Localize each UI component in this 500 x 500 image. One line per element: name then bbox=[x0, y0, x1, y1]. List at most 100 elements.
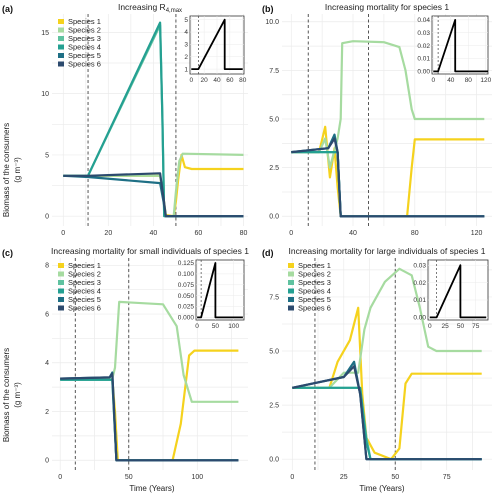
y-tick-label: 0 bbox=[45, 214, 49, 221]
inset-x-tick-label: 80 bbox=[465, 77, 473, 84]
y-tick-label: 7.5 bbox=[269, 68, 279, 75]
x-axis-label-right: Time (Years) bbox=[359, 484, 405, 493]
inset-y-tick-label: 0.03 bbox=[417, 30, 430, 37]
legend-label: Species 6 bbox=[68, 304, 101, 313]
inset-y-tick-label: 0.01 bbox=[413, 297, 426, 304]
inset-x-tick-label: 75 bbox=[472, 323, 480, 330]
legend-label: Species 3 bbox=[298, 278, 331, 287]
y-axis-label-bottom: (g m⁻³) bbox=[13, 157, 22, 183]
y-tick-label: 2.5 bbox=[269, 165, 279, 172]
panel-title-main: Increasing mortality for species 1 bbox=[325, 2, 450, 12]
inset-line bbox=[197, 262, 243, 319]
series-line-2 bbox=[292, 267, 482, 389]
panel-4: 0.0 2.5 5.0 7.5 0 25 50 75 Increasing mortality … bbox=[262, 246, 492, 481]
inset-y-tick-label: 4 bbox=[184, 29, 188, 36]
panel-title: Increasing R4,max bbox=[118, 2, 182, 14]
inset-frame bbox=[195, 259, 245, 321]
series-line-3 bbox=[291, 151, 485, 218]
inset-y-tick-label: 0.100 bbox=[178, 271, 195, 278]
inset-line bbox=[429, 264, 487, 319]
x-tick-label: 60 bbox=[195, 230, 203, 237]
y-tick-label: 4 bbox=[45, 360, 49, 367]
series-line-5 bbox=[60, 371, 239, 462]
legend-label: Species 2 bbox=[298, 270, 331, 279]
inset-x-tick-label: 0 bbox=[432, 77, 436, 84]
inset-line bbox=[433, 19, 488, 73]
x-tick-label: 0 bbox=[58, 474, 62, 481]
y-tick-label: 5.0 bbox=[269, 116, 279, 123]
inset-y-tick-label: 0.04 bbox=[417, 17, 430, 24]
panel-title: Increasing mortality for species 1 bbox=[325, 2, 450, 12]
inset-y-tick-label: 2 bbox=[184, 54, 188, 61]
x-tick-label: 25 bbox=[340, 474, 348, 481]
y-tick-label: 7.5 bbox=[269, 294, 279, 301]
y-tick-label: 5 bbox=[45, 152, 49, 159]
inset-x-tick-label: 40 bbox=[213, 77, 221, 84]
inset-x-tick-label: 50 bbox=[212, 323, 220, 330]
inset-x-tick-label: 120 bbox=[480, 77, 491, 84]
inset-x-tick-label: 0 bbox=[195, 323, 199, 330]
series-line-1 bbox=[60, 349, 239, 462]
legend-label: Species 1 bbox=[68, 261, 101, 270]
x-tick-label: 100 bbox=[191, 474, 203, 481]
x-tick-label: 40 bbox=[349, 230, 357, 237]
y-axis-label-top: Biomass of the consumers bbox=[2, 123, 11, 217]
y-tick-label: 10 bbox=[41, 91, 49, 98]
x-tick-label: 50 bbox=[391, 474, 399, 481]
legend-label: Species 5 bbox=[68, 295, 101, 304]
series-line-1 bbox=[291, 125, 485, 218]
inset-line bbox=[191, 18, 243, 70]
panel-letter: (a) bbox=[2, 4, 13, 14]
inset-x-tick-label: 0 bbox=[189, 77, 193, 84]
x-axis-label-left: Time (Years) bbox=[129, 484, 175, 493]
y-tick-label: 2 bbox=[45, 409, 49, 416]
inset-y-tick-label: 0.01 bbox=[417, 56, 430, 63]
inset-y-tick-label: 0.125 bbox=[178, 260, 195, 267]
series-line-4 bbox=[60, 378, 239, 462]
x-tick-label: 80 bbox=[411, 230, 419, 237]
inset-y-tick-label: 0.050 bbox=[178, 293, 195, 300]
series-line-6 bbox=[291, 137, 485, 218]
panel-title: Increasing mortality for large individua… bbox=[288, 246, 485, 256]
series-line-3 bbox=[60, 378, 239, 462]
x-tick-label: 0 bbox=[61, 230, 65, 237]
legend-label: Species 6 bbox=[298, 304, 331, 313]
panel-3: 0 2 4 6 8 0 50 100 Increasing mortality for smal… bbox=[2, 246, 249, 481]
inset-x-tick-label: 50 bbox=[457, 323, 465, 330]
inset-plot: 1 2 3 4 5 0 20 40 60 80 bbox=[184, 15, 247, 84]
inset-y-tick-label: 0.00 bbox=[417, 69, 430, 76]
y-axis-label-top-lower: Biomass of the consumers bbox=[2, 348, 11, 442]
x-tick-label: 80 bbox=[240, 230, 248, 237]
inset-y-tick-label: 0.02 bbox=[413, 280, 426, 287]
inset-x-tick-label: 40 bbox=[447, 77, 455, 84]
legend-label: Species 1 bbox=[298, 261, 331, 270]
inset-x-tick-label: 25 bbox=[442, 323, 450, 330]
inset-y-tick-label: 0.075 bbox=[178, 282, 195, 289]
x-tick-label: 0 bbox=[290, 474, 294, 481]
panel-letter: (d) bbox=[262, 248, 274, 258]
legend-label: Species 4 bbox=[68, 287, 101, 296]
x-tick-label: 75 bbox=[443, 474, 451, 481]
inset-y-tick-label: 0.025 bbox=[178, 304, 195, 311]
inset-x-tick-label: 60 bbox=[226, 77, 234, 84]
legend-label: Species 5 bbox=[298, 295, 331, 304]
inset-plot: 0.00 0.01 0.02 0.03 0.04 0 40 80 120 bbox=[417, 15, 492, 84]
series-line-6 bbox=[292, 365, 482, 461]
legend-label: Species 2 bbox=[68, 270, 101, 279]
y-tick-label: 5.0 bbox=[269, 348, 279, 355]
series-line-2 bbox=[291, 40, 485, 169]
legend-label: Species 4 bbox=[298, 287, 331, 296]
panel-title-subscript: 4,max bbox=[166, 8, 182, 14]
x-tick-label: 120 bbox=[471, 230, 483, 237]
inset-y-tick-label: 3 bbox=[184, 42, 188, 49]
inset-x-tick-label: 20 bbox=[201, 77, 209, 84]
y-tick-label: 0.0 bbox=[269, 457, 279, 464]
series-line-4 bbox=[291, 151, 485, 218]
panel-title-main: Increasing R bbox=[118, 2, 166, 12]
y-tick-label: 15 bbox=[41, 30, 49, 37]
y-tick-label: 6 bbox=[45, 311, 49, 318]
y-tick-label: 2.5 bbox=[269, 403, 279, 410]
series-line-6 bbox=[60, 372, 239, 462]
